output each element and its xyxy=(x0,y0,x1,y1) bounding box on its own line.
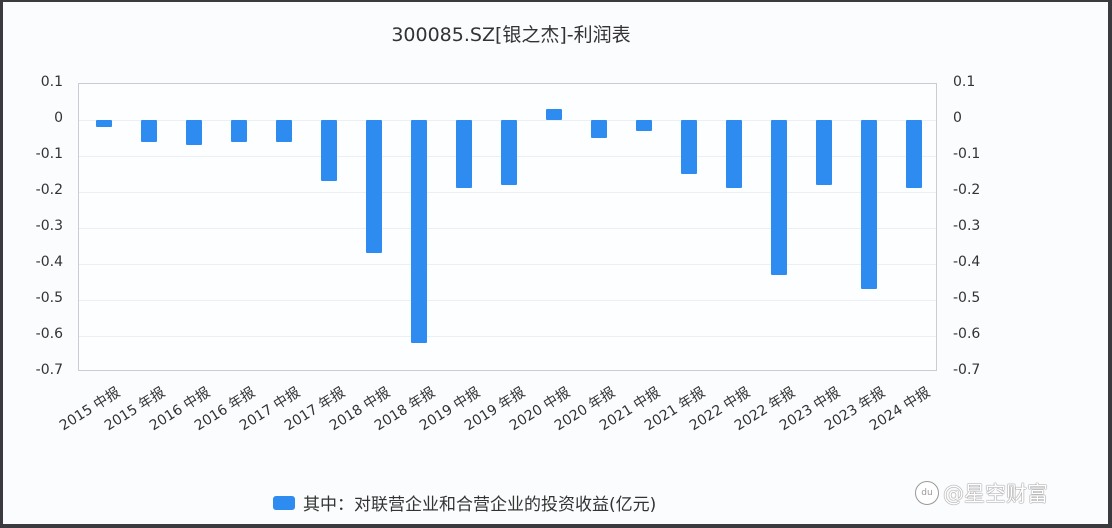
legend-label: 其中：对联营企业和合营企业的投资收益(亿元) xyxy=(303,495,657,515)
bar[interactable] xyxy=(591,120,607,138)
gridline xyxy=(79,192,936,193)
bar[interactable] xyxy=(411,120,427,344)
gridline xyxy=(79,300,936,301)
bar[interactable] xyxy=(681,120,697,174)
bar[interactable] xyxy=(546,109,562,120)
watermark: du @星空财富 xyxy=(915,478,1048,508)
bar[interactable] xyxy=(366,120,382,254)
y-tick-left: -0.5 xyxy=(35,290,63,306)
legend-swatch xyxy=(273,495,295,510)
gridline xyxy=(79,228,936,229)
bar[interactable] xyxy=(771,120,787,275)
bar[interactable] xyxy=(861,120,877,290)
bar[interactable] xyxy=(636,120,652,131)
y-tick-right: -0.3 xyxy=(953,218,981,234)
bar[interactable] xyxy=(726,120,742,189)
y-tick-right: -0.2 xyxy=(953,182,981,198)
bar[interactable] xyxy=(501,120,517,185)
chart-title: 300085.SZ[银之杰]-利润表 xyxy=(391,24,631,46)
y-tick-left: -0.2 xyxy=(35,182,63,198)
bar[interactable] xyxy=(141,120,157,142)
bar[interactable] xyxy=(816,120,832,185)
y-tick-right: -0.6 xyxy=(953,326,981,342)
bar[interactable] xyxy=(906,120,922,189)
y-tick-right: -0.4 xyxy=(953,254,981,270)
gridline xyxy=(79,336,936,337)
bar[interactable] xyxy=(321,120,337,182)
bar[interactable] xyxy=(96,120,112,128)
y-tick-right: -0.1 xyxy=(953,146,981,162)
y-tick-left: -0.1 xyxy=(35,146,63,162)
y-tick-right: -0.7 xyxy=(953,362,981,378)
bar[interactable] xyxy=(276,120,292,142)
y-tick-left: 0 xyxy=(54,110,63,126)
y-tick-right: 0.1 xyxy=(953,74,976,90)
y-tick-left: -0.3 xyxy=(35,218,63,234)
y-tick-left: -0.7 xyxy=(35,362,63,378)
y-tick-left: 0.1 xyxy=(40,74,63,90)
watermark-text: @星空财富 xyxy=(943,482,1048,506)
bar[interactable] xyxy=(456,120,472,189)
y-tick-right: -0.5 xyxy=(953,290,981,306)
chart-frame: 300085.SZ[银之杰]-利润表 2015 中报 2015 年报 2016 中报… xyxy=(3,2,1108,524)
baidu-paw-icon: du xyxy=(915,481,939,505)
y-tick-left: -0.6 xyxy=(35,326,63,342)
y-tick-right: 0 xyxy=(953,110,962,126)
y-tick-left: -0.4 xyxy=(35,254,63,270)
bar[interactable] xyxy=(231,120,247,142)
plot-area xyxy=(78,83,937,371)
legend[interactable]: 其中：对联营企业和合营企业的投资收益(亿元) xyxy=(273,490,656,515)
bar[interactable] xyxy=(186,120,202,146)
gridline xyxy=(79,264,936,265)
